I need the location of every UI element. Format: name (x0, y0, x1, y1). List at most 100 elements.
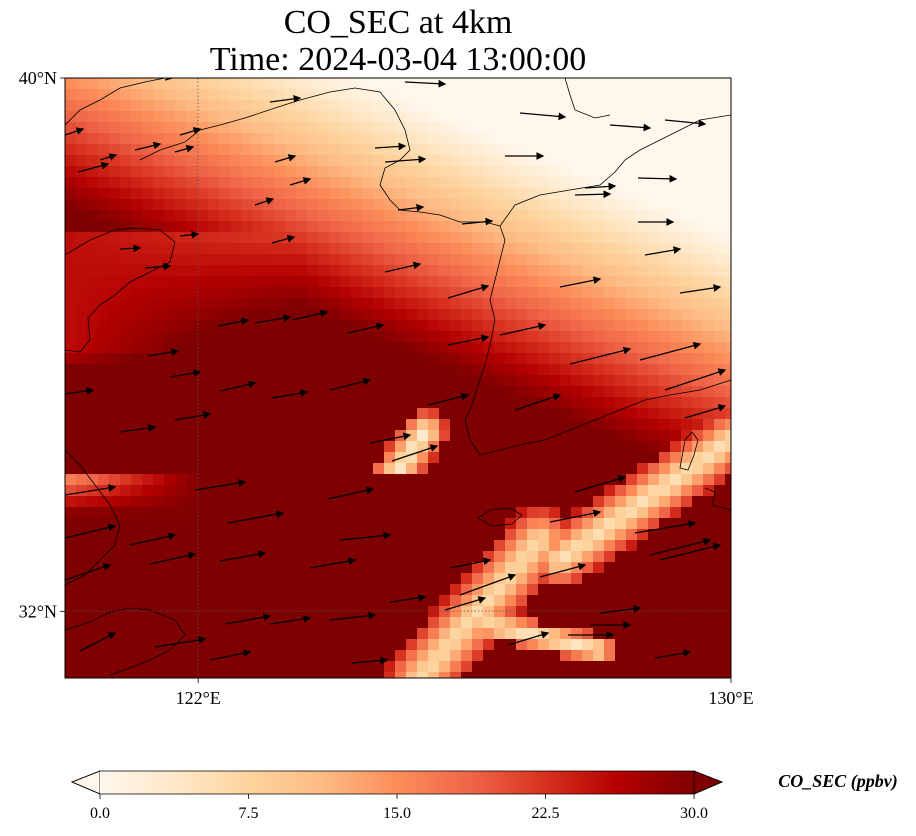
field-cell (87, 518, 99, 530)
field-cell (571, 199, 583, 211)
wind-vector-arrow (65, 387, 95, 395)
field-cell (186, 551, 198, 563)
field-cell (120, 441, 132, 453)
field-cell (593, 650, 605, 662)
field-cell (637, 155, 649, 167)
field-cell (450, 661, 462, 673)
field-cell (472, 265, 484, 277)
field-cell (175, 320, 187, 332)
field-cell (439, 353, 451, 365)
field-cell (626, 551, 638, 563)
field-cell (109, 342, 121, 354)
field-cell (340, 452, 352, 464)
field-cell (692, 364, 704, 376)
field-cell (142, 507, 154, 519)
wind-vector-arrow (569, 346, 632, 365)
field-cell (362, 518, 374, 530)
field-cell (197, 452, 209, 464)
field-cell (109, 419, 121, 431)
field-cell (714, 221, 726, 233)
field-cell (329, 78, 341, 90)
field-cell (626, 188, 638, 200)
field-cell (571, 628, 583, 640)
field-cell (538, 111, 550, 123)
field-cell (175, 419, 187, 431)
field-cell (219, 595, 231, 607)
field-cell (87, 309, 99, 321)
field-cell (329, 122, 341, 134)
field-cell (494, 606, 506, 618)
field-cell (351, 573, 363, 585)
field-cell (395, 111, 407, 123)
field-cell (98, 364, 110, 376)
field-cell (274, 540, 286, 552)
field-cell (76, 254, 88, 266)
field-cell (560, 606, 572, 618)
coastline-jeju (477, 507, 523, 527)
field-cell (692, 232, 704, 244)
field-cell (76, 210, 88, 222)
field-cell (703, 595, 715, 607)
field-cell (571, 287, 583, 299)
field-cell (351, 408, 363, 420)
field-cell (87, 320, 99, 332)
field-cell (648, 155, 660, 167)
field-cell (219, 353, 231, 365)
field-cell (153, 672, 165, 678)
field-cell (384, 276, 396, 288)
field-cell (219, 342, 231, 354)
field-cell (395, 166, 407, 178)
field-cell (692, 441, 704, 453)
field-cell (571, 166, 583, 178)
field-cell (560, 562, 572, 574)
field-cell (87, 210, 99, 222)
field-cell (494, 551, 506, 563)
field-cell (263, 166, 275, 178)
field-cell (65, 507, 77, 519)
field-cell (340, 496, 352, 508)
field-cell (659, 463, 671, 475)
field-cell (307, 320, 319, 332)
field-cell (142, 199, 154, 211)
field-cell (439, 507, 451, 519)
coastlines (65, 78, 731, 676)
field-cell (120, 463, 132, 475)
field-cell (153, 540, 165, 552)
field-cell (65, 133, 77, 145)
field-cell (362, 331, 374, 343)
field-cell (296, 496, 308, 508)
field-cell (483, 551, 495, 563)
field-cell (549, 122, 561, 134)
field-cell (637, 210, 649, 222)
field-cell (98, 320, 110, 332)
field-cell (626, 89, 638, 101)
wind-vector-arrow (397, 203, 425, 212)
field-cell (384, 463, 396, 475)
field-cell (76, 419, 88, 431)
field-cell (615, 430, 627, 442)
field-cell (637, 188, 649, 200)
field-cell (142, 342, 154, 354)
field-cell (604, 221, 616, 233)
field-cell (505, 276, 517, 288)
field-cell (197, 287, 209, 299)
field-cell (516, 320, 528, 332)
field-cell (186, 386, 198, 398)
field-cell (714, 89, 726, 101)
field-cell (395, 507, 407, 519)
field-cell (450, 628, 462, 640)
field-cell (329, 111, 341, 123)
field-cell (681, 155, 693, 167)
field-cell (384, 199, 396, 211)
field-cell (76, 353, 88, 365)
field-cell (527, 232, 539, 244)
field-cell (648, 672, 660, 678)
field-cell (296, 441, 308, 453)
field-cell (329, 606, 341, 618)
field-cell (175, 375, 187, 387)
field-cell (384, 342, 396, 354)
field-cell (428, 364, 440, 376)
field-cell (362, 254, 374, 266)
field-cell (681, 628, 693, 640)
field-cell (120, 551, 132, 563)
